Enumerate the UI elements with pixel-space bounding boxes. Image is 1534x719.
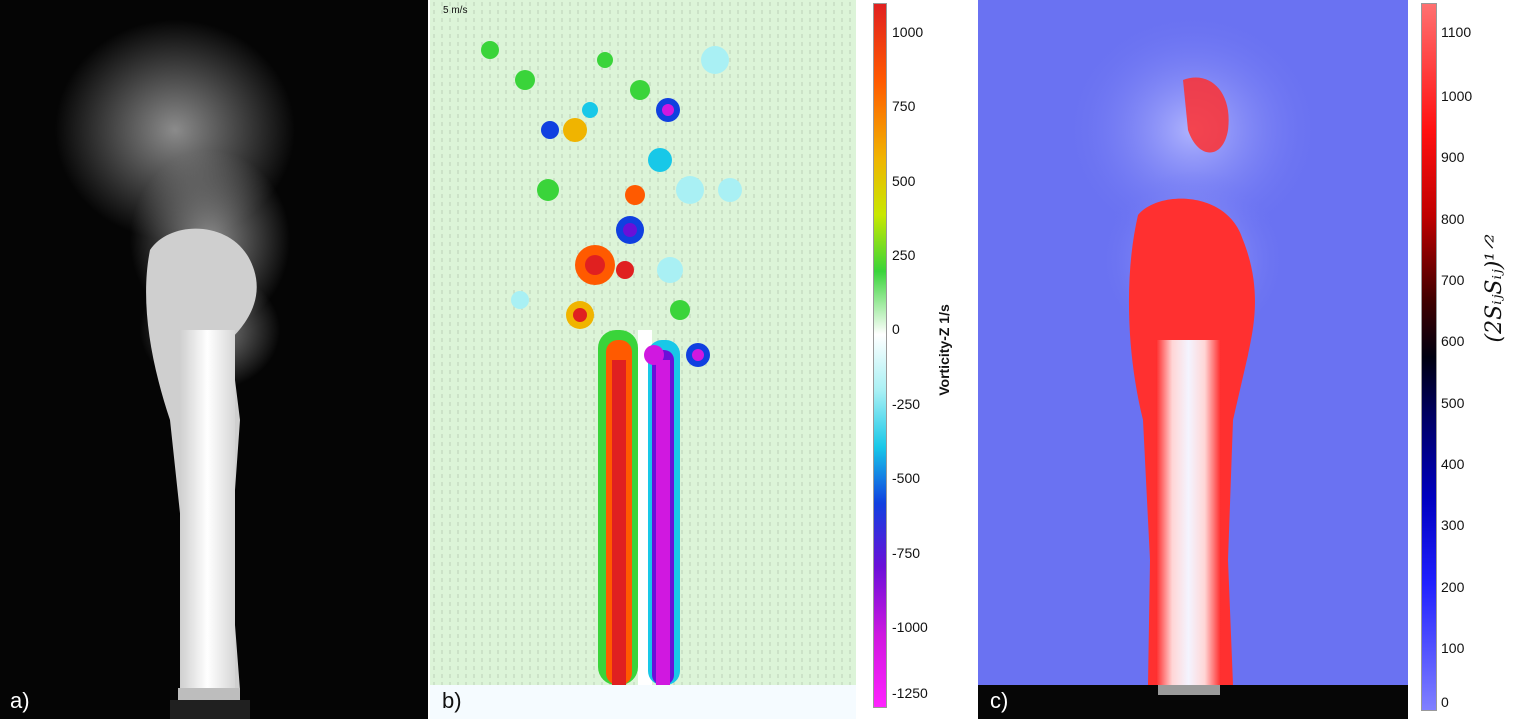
- strain-rate-panel: [978, 0, 1408, 719]
- vorticity-tick: 750: [892, 98, 916, 114]
- vorticity-tick: -500: [892, 470, 921, 486]
- velocity-scale-label: 5 m/s: [443, 5, 468, 16]
- strain-rate-tick: 900: [1441, 149, 1465, 165]
- vorticity-colorbar: [873, 3, 887, 708]
- strain-rate-graphic: [978, 0, 1408, 719]
- panel-c-label: c): [990, 688, 1009, 713]
- vorticity-tick: -1250: [892, 685, 928, 701]
- jet-photo-graphic: [55, 20, 295, 719]
- strain-rate-tick: 0: [1441, 694, 1449, 710]
- strain-rate-tick: 800: [1441, 211, 1465, 227]
- vorticity-tick: -1000: [892, 619, 928, 635]
- strain-rate-colorbar: [1421, 3, 1437, 711]
- strain-rate-tick: 700: [1441, 272, 1465, 288]
- vorticity-tick: 0: [892, 321, 900, 337]
- strain-rate-tick: 100: [1441, 640, 1465, 656]
- vorticity-field-panel: [430, 0, 856, 719]
- vorticity-tick: 1000: [892, 24, 924, 40]
- strain-rate-tick: 1000: [1441, 88, 1473, 104]
- vorticity-tick: 250: [892, 247, 916, 263]
- vorticity-tick: 500: [892, 173, 916, 189]
- strain-rate-tick: 500: [1441, 395, 1465, 411]
- strain-rate-tick: 1100: [1441, 24, 1472, 40]
- vorticity-tick: -250: [892, 396, 921, 412]
- strain-rate-tick: 200: [1441, 579, 1465, 595]
- strain-rate-tick: 300: [1441, 517, 1465, 533]
- panel-b-label: b): [442, 688, 462, 713]
- strain-rate-colorbar-title: (2SᵢⱼSᵢⱼ)¹ᐟ²: [1482, 233, 1507, 343]
- strain-rate-tick: 600: [1441, 333, 1465, 349]
- vorticity-tick: -750: [892, 545, 921, 561]
- vorticity-colorbar-title: Vorticity-Z 1/s: [936, 304, 952, 396]
- strain-rate-tick: 400: [1441, 456, 1465, 472]
- vorticity-field-graphic: [430, 0, 856, 719]
- panel-a-label: a): [10, 688, 30, 713]
- jet-photo-panel: [0, 0, 428, 719]
